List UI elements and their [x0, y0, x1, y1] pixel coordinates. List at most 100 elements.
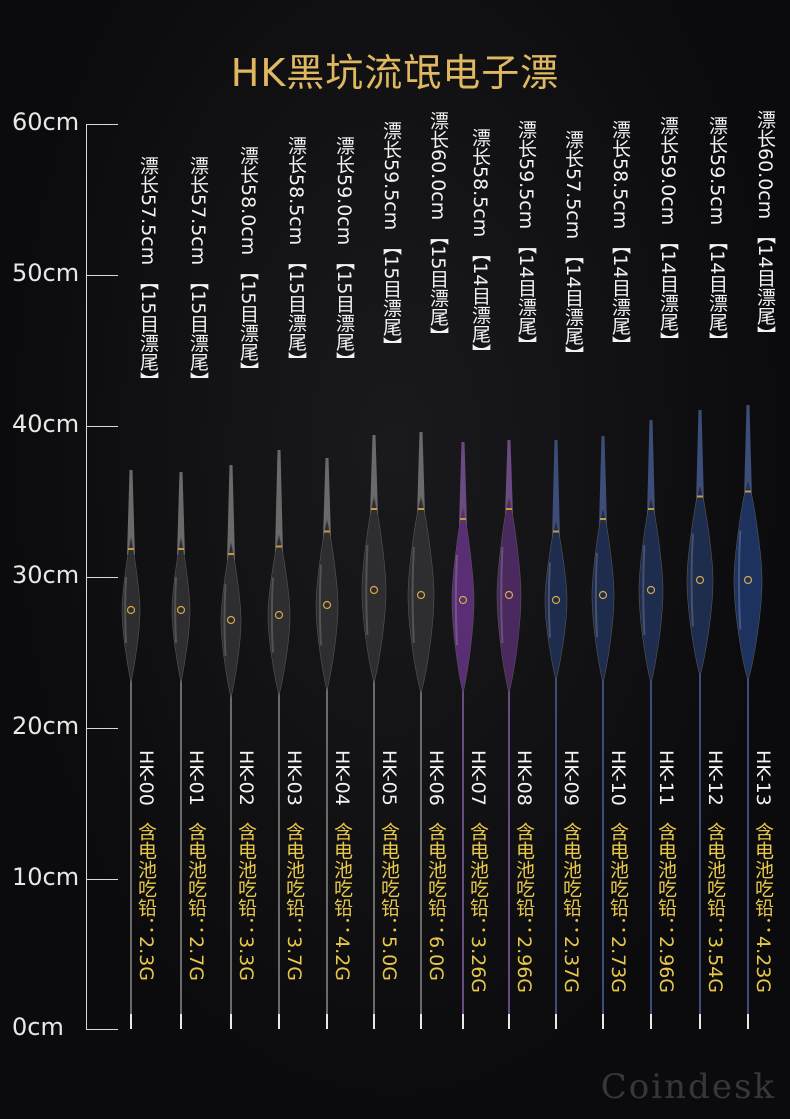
- float-hk-00: [121, 167, 141, 1029]
- float-length-label: 漂长58.5cm 【14目漂尾】: [609, 120, 631, 355]
- page-title: HK黑坑流氓电子漂: [230, 51, 560, 95]
- float-body: [407, 495, 435, 695]
- logo-icon: [126, 605, 136, 615]
- logo-icon: [322, 600, 332, 610]
- scale-label: 20cm: [12, 712, 80, 740]
- scale-label: 30cm: [12, 561, 80, 589]
- scale-label: 50cm: [12, 259, 80, 287]
- float-model-label: HK-10: [607, 750, 629, 806]
- float-hk-13: [733, 121, 763, 1029]
- scale-label: 40cm: [12, 410, 80, 438]
- float-length-label: 漂长59.0cm 【15目漂尾】: [333, 136, 355, 371]
- float-body: [544, 519, 568, 681]
- float-weight-label: 含电池吃铅：6.0G: [425, 822, 447, 981]
- scale-tick: [86, 879, 118, 880]
- float-model-label: HK-08: [513, 750, 535, 806]
- scale-tick: [86, 1029, 118, 1030]
- float-weight-label: 含电池吃铅：2.37G: [560, 822, 582, 994]
- logo-icon: [458, 595, 468, 605]
- float-length-label: 漂长58.5cm 【15目漂尾】: [285, 136, 307, 371]
- float-body: [591, 506, 615, 684]
- float-body: [315, 519, 339, 691]
- logo-icon: [369, 585, 379, 595]
- scale-tick: [86, 124, 118, 125]
- float-weight-label: 含电池吃铅：3.26G: [467, 822, 489, 994]
- float-hk-02: [220, 157, 242, 1029]
- float-body: [638, 495, 664, 685]
- float-model-label: HK-09: [560, 750, 582, 806]
- float-length-label: 漂长59.5cm 【15目漂尾】: [380, 121, 402, 356]
- float-model-label: HK-00: [135, 750, 157, 806]
- logo-icon: [416, 590, 426, 600]
- float-weight-label: 含电池吃铅：3.7G: [283, 822, 305, 981]
- float-hk-11: [638, 127, 664, 1029]
- float-length-label: 漂长59.5cm 【14目漂尾】: [515, 120, 537, 355]
- float-length-label: 漂长59.0cm 【14目漂尾】: [657, 116, 679, 351]
- float-length-label: 漂长60.0cm 【15目漂尾】: [427, 111, 449, 346]
- float-weight-label: 含电池吃铅：2.96G: [655, 822, 677, 994]
- float-body: [686, 483, 714, 677]
- float-length-label: 漂长57.5cm 【15目漂尾】: [187, 156, 209, 391]
- float-model-label: HK-03: [283, 750, 305, 806]
- float-hk-09: [544, 141, 568, 1029]
- float-body: [121, 536, 141, 684]
- logo-icon: [695, 575, 705, 585]
- scale-tick: [86, 577, 118, 578]
- float-weight-label: 含电池吃铅：2.3G: [135, 822, 157, 981]
- float-model-label: HK-13: [752, 750, 774, 806]
- float-weight-label: 含电池吃铅：3.3G: [235, 822, 257, 981]
- float-weight-label: 含电池吃铅：4.2G: [331, 822, 353, 981]
- float-length-label: 漂长58.0cm 【15目漂尾】: [237, 146, 259, 381]
- float-hk-01: [171, 167, 191, 1029]
- float-model-label: HK-05: [378, 750, 400, 806]
- scale-label: 60cm: [12, 108, 80, 136]
- logo-icon: [226, 615, 236, 625]
- float-body: [267, 534, 291, 696]
- watermark: Coindesk: [600, 1067, 776, 1107]
- logo-icon: [598, 590, 608, 600]
- scale-tick: [86, 275, 118, 276]
- logo-icon: [646, 585, 656, 595]
- float-model-label: HK-04: [331, 750, 353, 806]
- float-weight-label: 含电池吃铅：2.7G: [185, 822, 207, 981]
- float-hk-12: [686, 127, 714, 1029]
- float-length-label: 漂长57.5cm 【15目漂尾】: [137, 156, 159, 391]
- float-hk-08: [496, 131, 522, 1029]
- logo-icon: [504, 590, 514, 600]
- logo-icon: [176, 605, 186, 615]
- float-length-label: 漂长60.0cm 【14目漂尾】: [754, 110, 776, 345]
- float-model-label: HK-06: [425, 750, 447, 806]
- float-length-label: 漂长58.5cm 【14目漂尾】: [469, 128, 491, 363]
- float-weight-label: 含电池吃铅：2.96G: [513, 822, 535, 994]
- float-hk-05: [361, 132, 387, 1029]
- float-model-label: HK-02: [235, 750, 257, 806]
- float-hk-03: [267, 147, 291, 1029]
- scale-axis: [86, 124, 87, 1029]
- float-body: [220, 541, 242, 699]
- float-hk-04: [315, 147, 339, 1029]
- float-model-label: HK-01: [185, 750, 207, 806]
- float-body: [733, 478, 763, 682]
- scale-tick: [86, 728, 118, 729]
- float-body: [171, 536, 191, 684]
- logo-icon: [743, 575, 753, 585]
- float-hk-10: [591, 131, 615, 1029]
- float-body: [361, 495, 387, 685]
- float-body: [496, 495, 522, 695]
- logo-icon: [551, 595, 561, 605]
- float-model-label: HK-07: [467, 750, 489, 806]
- scale-label: 0cm: [12, 1013, 64, 1041]
- float-model-label: HK-11: [655, 750, 677, 806]
- float-weight-label: 含电池吃铅：4.23G: [752, 822, 774, 994]
- float-body: [451, 506, 475, 694]
- float-hk-06: [407, 122, 435, 1029]
- float-length-label: 漂长57.5cm 【14目漂尾】: [562, 130, 584, 365]
- scale-tick: [86, 426, 118, 427]
- float-weight-label: 含电池吃铅：3.54G: [704, 822, 726, 994]
- float-model-label: HK-12: [704, 750, 726, 806]
- float-weight-label: 含电池吃铅：2.73G: [607, 822, 629, 994]
- float-weight-label: 含电池吃铅：5.0G: [378, 822, 400, 981]
- scale-label: 10cm: [12, 863, 80, 891]
- float-hk-07: [451, 139, 475, 1029]
